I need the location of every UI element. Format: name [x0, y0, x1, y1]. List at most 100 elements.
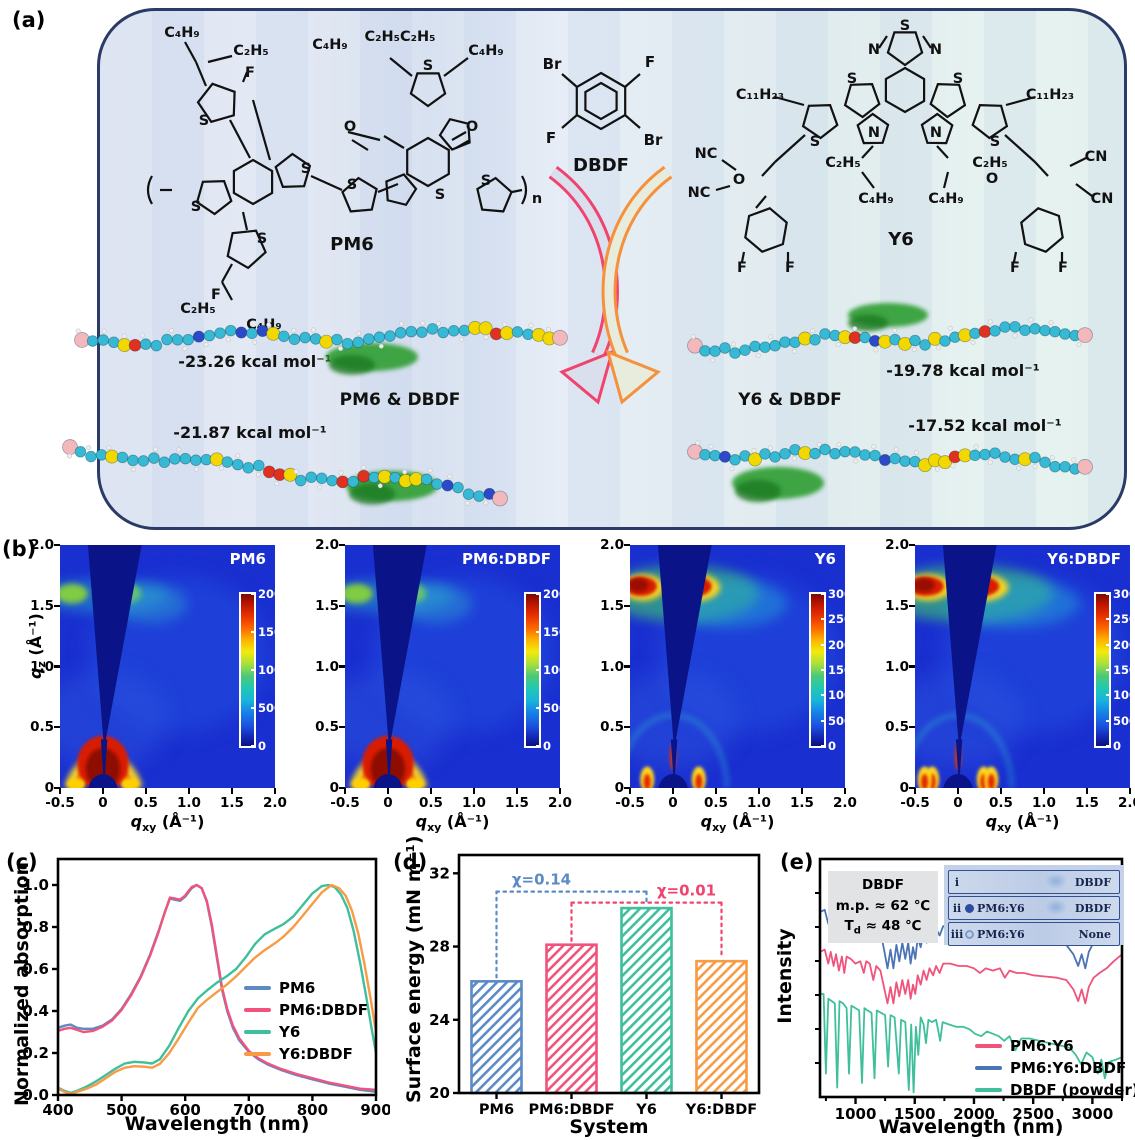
y-tick: 0.6 — [22, 960, 49, 978]
chem-label: S — [990, 134, 1000, 150]
molecule-name-y6: Y6 — [887, 229, 914, 250]
chem-label: S — [900, 18, 910, 34]
legend-entry: DBDF (powder) — [975, 1079, 1135, 1101]
giwaxs-xlabel: qxy (Å⁻¹) — [130, 812, 205, 835]
chi-label: χ=0.14 — [512, 871, 571, 889]
pink-arrowhead-icon — [559, 349, 615, 405]
bar-PM6 — [470, 980, 523, 1095]
legend-entry: PM6 — [244, 977, 368, 999]
category-label: Y6:DBDF — [685, 1102, 757, 1118]
chem-label: F — [737, 260, 747, 276]
chem-label: n — [532, 191, 542, 207]
giwaxs-plot-Y6: 2.0 1.5 1.0 0.5 0 Y6 3000 2500 2000 1500 1000 500 0 -… — [592, 535, 860, 837]
giwaxs-xlabel: qxy (Å⁻¹) — [415, 812, 490, 835]
chem-label: F — [546, 129, 556, 147]
absorption-chart: 400 500 600 700 800 900 0.0 0.2 0.4 0.6 0.8 1.0 — [22, 857, 392, 1119]
chem-label: F — [785, 260, 795, 276]
series-PM6:Y6 — [819, 948, 1123, 1005]
giwaxs-xlabel: qxy (Å⁻¹) — [700, 812, 775, 835]
x-tick: 700 — [233, 1101, 264, 1119]
chem-label: F — [645, 53, 655, 71]
inset-row-1-additive: DBDF — [1074, 875, 1111, 889]
chem-label: S — [199, 113, 209, 129]
y-tick: 0.4 — [22, 1002, 49, 1020]
chem-label: S — [301, 161, 311, 177]
inset-row-2: ii PM6:Y6 DBDF — [948, 896, 1120, 920]
chem-label: S — [347, 177, 357, 193]
chem-label: C₂H₅ — [972, 155, 1007, 171]
y-tick: 32 — [429, 864, 450, 882]
e-legend: PM6:Y6 PM6:Y6:DBDF DBDF (powder) — [975, 1035, 1135, 1101]
inset-row-1: i DBDF — [948, 870, 1120, 894]
series-Y6:DBDF — [57, 883, 378, 1096]
c-legend: PM6 PM6:DBDF Y6 Y6:DBDF — [244, 977, 368, 1065]
giwaxs-title: PM6:DBDF — [462, 550, 551, 568]
giwaxs-xlabel: qxy (Å⁻¹) — [985, 812, 1060, 835]
x-tick: 1000 — [835, 1105, 877, 1123]
c-ylabel: Normalized absorption — [11, 861, 33, 1107]
y-tick: 28 — [429, 938, 450, 956]
ftir-chart: 1000 1500 2000 2500 3000 — [815, 857, 1124, 1123]
series-DBDF (powder) — [820, 993, 1123, 1094]
model — [687, 303, 1093, 363]
chem-label: O — [733, 172, 745, 188]
dbdf-blob — [1045, 899, 1067, 915]
model — [62, 439, 508, 507]
panel-a-box — [97, 8, 1127, 530]
photo-inset: i DBDF ii PM6:Y6 DBDF iii PM6:Y6 None — [944, 865, 1124, 946]
giwaxs-title: PM6 — [229, 550, 266, 568]
giwaxs-ylabel: qz (Å⁻¹) — [25, 613, 49, 680]
chem-label: C₂H₅C₂H₅ — [365, 29, 436, 45]
info-line1: DBDF — [862, 877, 904, 894]
e-xlabel: Wavelength (nm) — [878, 1116, 1064, 1138]
chem-label: N — [868, 42, 880, 58]
chem-label: S — [481, 173, 491, 189]
bar-PM6:DBDF — [545, 943, 598, 1095]
legend-swatch — [975, 1088, 1002, 1092]
surface-energy-chart: χ=0.14 χ=0.01 20 24 28 32 PM6 PM6:DBDF Y6 Y6:DBDF — [429, 853, 761, 1118]
chem-label: C₄H₉ — [858, 191, 893, 207]
series-Y6 — [57, 883, 378, 1095]
chem-label: O — [344, 119, 356, 135]
chem-label: C₂H₅ — [825, 155, 860, 171]
legend-swatch — [244, 1008, 271, 1012]
c-xlabel: Wavelength (nm) — [124, 1113, 310, 1135]
chi-label: χ=0.01 — [657, 882, 716, 900]
chem-label: CN — [1091, 191, 1114, 207]
giwaxs-heatmap: PM6 2000 1500 1000 500 0 — [60, 545, 290, 788]
y-axis-ticks: 2.0 1.5 1.0 0.5 0 — [315, 537, 339, 796]
y-tick: 0.0 — [22, 1086, 49, 1104]
complex-label: PM6 & DBDF — [340, 390, 461, 410]
panel-b-label: (b) — [2, 537, 37, 561]
binding-energy: -19.78 kcal mol⁻¹ — [886, 361, 1039, 380]
y-axis-ticks: 2.0 1.5 1.0 0.5 0 — [30, 537, 54, 796]
bar-Y6:DBDF — [695, 959, 748, 1095]
panel-e-label: (e) — [780, 850, 814, 874]
inset-row-3-index: iii — [950, 927, 964, 941]
x-tick: 400 — [42, 1101, 73, 1119]
info-line3: Td ≈ 48 ℃ — [844, 917, 922, 937]
chem-label: S — [191, 199, 201, 215]
open-circle-icon — [965, 929, 974, 939]
bar-Y6 — [620, 906, 673, 1095]
d-xlabel: System — [569, 1116, 649, 1138]
chem-label: S — [423, 58, 433, 74]
chem-label: C₂H₅ — [233, 43, 268, 59]
y-tick: 24 — [429, 1011, 450, 1029]
chem-label: Br — [644, 131, 663, 149]
x-tick: 600 — [170, 1101, 201, 1119]
x-tick: 900 — [360, 1101, 390, 1119]
binding-energy: -23.26 kcal mol⁻¹ — [178, 352, 331, 371]
chem-label: N — [868, 125, 880, 141]
legend-entry: PM6:DBDF — [244, 999, 368, 1021]
legend-swatch — [244, 1030, 271, 1034]
panel-c-label: (c) — [6, 850, 38, 874]
binding-energy: -21.87 kcal mol⁻¹ — [173, 423, 326, 442]
chem-label: C₄H₉ — [468, 43, 503, 59]
chem-label: C₄H₉ — [312, 37, 347, 53]
